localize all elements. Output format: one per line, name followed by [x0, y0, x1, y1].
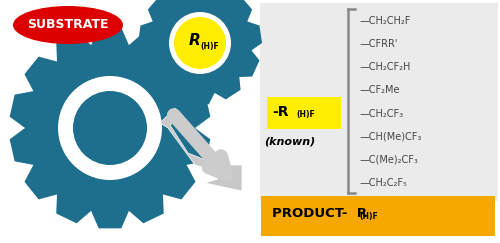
Circle shape [174, 17, 226, 69]
Polygon shape [10, 28, 210, 228]
Text: SUBSTRATE: SUBSTRATE [27, 18, 109, 32]
Text: PRODUCT-  R: PRODUCT- R [272, 207, 367, 219]
Text: —C(Me)₂CF₃: —C(Me)₂CF₃ [360, 155, 419, 165]
Text: (known): (known) [264, 136, 316, 146]
FancyBboxPatch shape [261, 196, 495, 236]
FancyBboxPatch shape [260, 3, 498, 201]
Circle shape [73, 91, 147, 165]
Text: -R: -R [272, 104, 288, 119]
Text: (H)F: (H)F [200, 42, 219, 51]
Text: —CH₂CF₂H: —CH₂CF₂H [360, 62, 412, 72]
Text: —CF₂Me: —CF₂Me [360, 86, 401, 95]
Circle shape [68, 86, 152, 170]
Text: —CH₂C₂F₅: —CH₂C₂F₅ [360, 178, 408, 188]
Text: R: R [188, 33, 200, 48]
FancyBboxPatch shape [267, 97, 341, 129]
Circle shape [176, 19, 224, 67]
Ellipse shape [13, 6, 123, 44]
Polygon shape [138, 0, 262, 104]
Text: —CH₂CH₂F: —CH₂CH₂F [360, 16, 412, 26]
Text: (H)F: (H)F [296, 110, 316, 119]
Text: (H)F: (H)F [360, 212, 378, 221]
Text: —CH₂CF₃: —CH₂CF₃ [360, 109, 404, 119]
Circle shape [149, 0, 251, 94]
Circle shape [169, 12, 231, 74]
Circle shape [26, 45, 194, 211]
Text: —CH(Me)CF₃: —CH(Me)CF₃ [360, 132, 422, 142]
Polygon shape [160, 108, 242, 191]
Text: —CFRR': —CFRR' [360, 39, 399, 49]
Text: cat: cat [94, 119, 126, 137]
Circle shape [58, 76, 162, 180]
